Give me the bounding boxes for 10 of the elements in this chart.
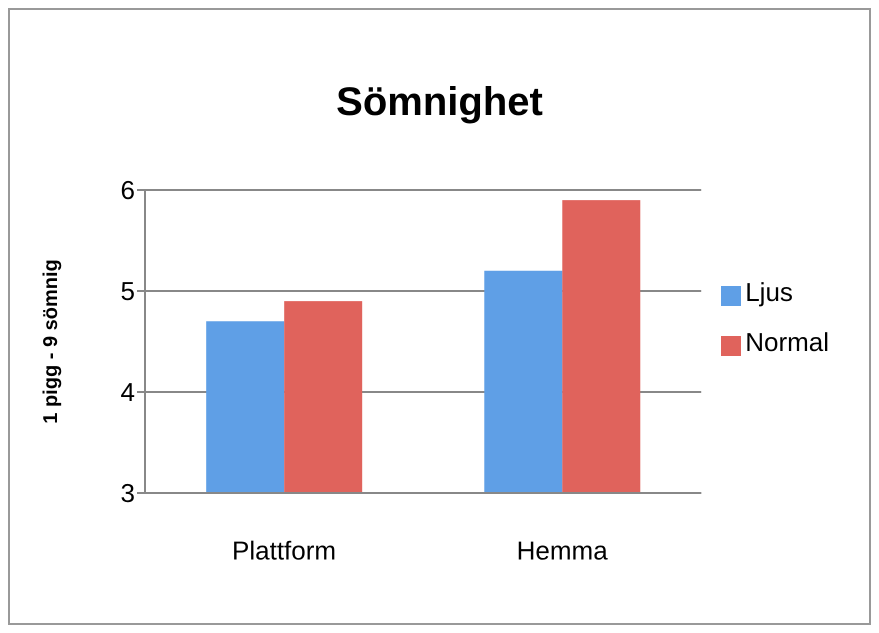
x-tick-label: Hemma <box>516 535 608 566</box>
y-tick-label: 4 <box>120 377 135 408</box>
x-tick-label: Plattform <box>232 535 336 566</box>
legend-label: Normal <box>745 326 829 356</box>
chart-title: Sömnighet <box>335 80 544 125</box>
y-tick-label: 6 <box>120 175 135 206</box>
legend-label: Ljus <box>745 276 793 306</box>
y-tick-label: 5 <box>120 276 135 306</box>
y-tick-label: 3 <box>120 478 135 508</box>
y-axis-title: 1 pigg - 9 sömnig <box>40 259 62 424</box>
